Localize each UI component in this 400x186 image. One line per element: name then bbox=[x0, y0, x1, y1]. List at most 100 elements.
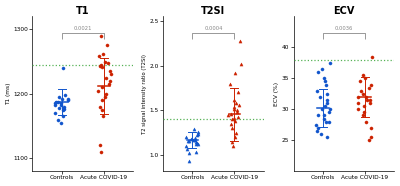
Point bbox=[56, 96, 62, 99]
Point bbox=[326, 61, 333, 64]
Point bbox=[314, 126, 321, 129]
Point bbox=[363, 95, 370, 98]
Point bbox=[195, 132, 201, 135]
Point bbox=[366, 102, 373, 105]
Point bbox=[62, 94, 68, 97]
Point bbox=[60, 108, 66, 111]
Point bbox=[193, 141, 200, 144]
Point bbox=[360, 92, 366, 95]
Point bbox=[366, 139, 372, 142]
Point bbox=[192, 138, 198, 141]
Point bbox=[60, 115, 66, 118]
Point bbox=[99, 86, 105, 89]
Point bbox=[59, 97, 65, 100]
Point bbox=[355, 102, 361, 105]
Point bbox=[366, 86, 372, 89]
Point bbox=[326, 120, 332, 123]
Point bbox=[64, 97, 71, 100]
Point bbox=[225, 113, 231, 116]
Point bbox=[231, 120, 238, 123]
Point bbox=[57, 121, 64, 124]
Point bbox=[326, 108, 333, 111]
Point bbox=[184, 147, 190, 150]
Point bbox=[321, 114, 328, 117]
Point bbox=[182, 145, 189, 148]
Point bbox=[360, 114, 366, 117]
Point bbox=[324, 136, 331, 139]
Text: 0.0004: 0.0004 bbox=[204, 26, 223, 31]
Point bbox=[231, 116, 237, 119]
Point bbox=[185, 152, 192, 155]
Point bbox=[354, 108, 361, 111]
Point bbox=[97, 144, 104, 147]
Point bbox=[192, 140, 199, 143]
Point bbox=[64, 99, 71, 102]
Point bbox=[357, 89, 364, 92]
Point bbox=[367, 136, 374, 139]
Point bbox=[194, 142, 201, 145]
Point bbox=[96, 55, 102, 58]
Point bbox=[193, 143, 200, 146]
Point bbox=[190, 138, 196, 141]
Point bbox=[99, 66, 106, 69]
Point bbox=[314, 129, 320, 132]
Title: T2SI: T2SI bbox=[201, 6, 226, 16]
Point bbox=[322, 105, 328, 108]
Point bbox=[366, 99, 373, 102]
Point bbox=[58, 104, 64, 107]
Point bbox=[108, 73, 114, 76]
Point bbox=[235, 91, 242, 94]
Point bbox=[185, 139, 191, 142]
Point bbox=[323, 92, 330, 95]
Y-axis label: T1 (ms): T1 (ms) bbox=[6, 83, 10, 105]
Point bbox=[100, 52, 106, 55]
Point bbox=[103, 92, 109, 95]
Point bbox=[369, 55, 375, 58]
Point bbox=[106, 79, 113, 82]
Point bbox=[226, 82, 233, 85]
Text: 0.0021: 0.0021 bbox=[74, 26, 92, 31]
Point bbox=[229, 118, 235, 121]
Point bbox=[195, 130, 202, 133]
Point bbox=[55, 107, 62, 110]
Point bbox=[236, 104, 243, 107]
Point bbox=[233, 131, 240, 134]
Text: 0.0036: 0.0036 bbox=[335, 26, 353, 31]
Point bbox=[368, 83, 374, 86]
Point bbox=[186, 139, 192, 142]
Point bbox=[315, 71, 322, 74]
Point bbox=[52, 103, 58, 106]
Point bbox=[99, 99, 105, 102]
Point bbox=[361, 111, 368, 114]
Point bbox=[228, 140, 235, 143]
Point bbox=[97, 105, 103, 108]
Point bbox=[234, 109, 240, 112]
Point bbox=[319, 68, 326, 70]
Point bbox=[98, 64, 104, 67]
Point bbox=[96, 65, 103, 68]
Point bbox=[100, 115, 107, 118]
Point bbox=[103, 76, 110, 79]
Point bbox=[362, 77, 368, 80]
Point bbox=[357, 80, 364, 83]
Point bbox=[324, 102, 330, 105]
Point bbox=[61, 105, 67, 108]
Point bbox=[368, 126, 375, 129]
Point bbox=[54, 100, 61, 103]
Point bbox=[186, 160, 192, 163]
Point bbox=[192, 137, 198, 140]
Point bbox=[234, 111, 240, 114]
Point bbox=[322, 80, 328, 83]
Point bbox=[321, 117, 327, 120]
Title: ECV: ECV bbox=[333, 6, 355, 16]
Point bbox=[182, 136, 189, 139]
Point bbox=[316, 95, 323, 98]
Point bbox=[52, 101, 58, 104]
Point bbox=[232, 136, 238, 139]
Point bbox=[98, 150, 104, 153]
Point bbox=[187, 138, 194, 141]
Point bbox=[101, 60, 108, 63]
Point bbox=[238, 62, 244, 65]
Title: T1: T1 bbox=[76, 6, 90, 16]
Point bbox=[231, 98, 238, 101]
